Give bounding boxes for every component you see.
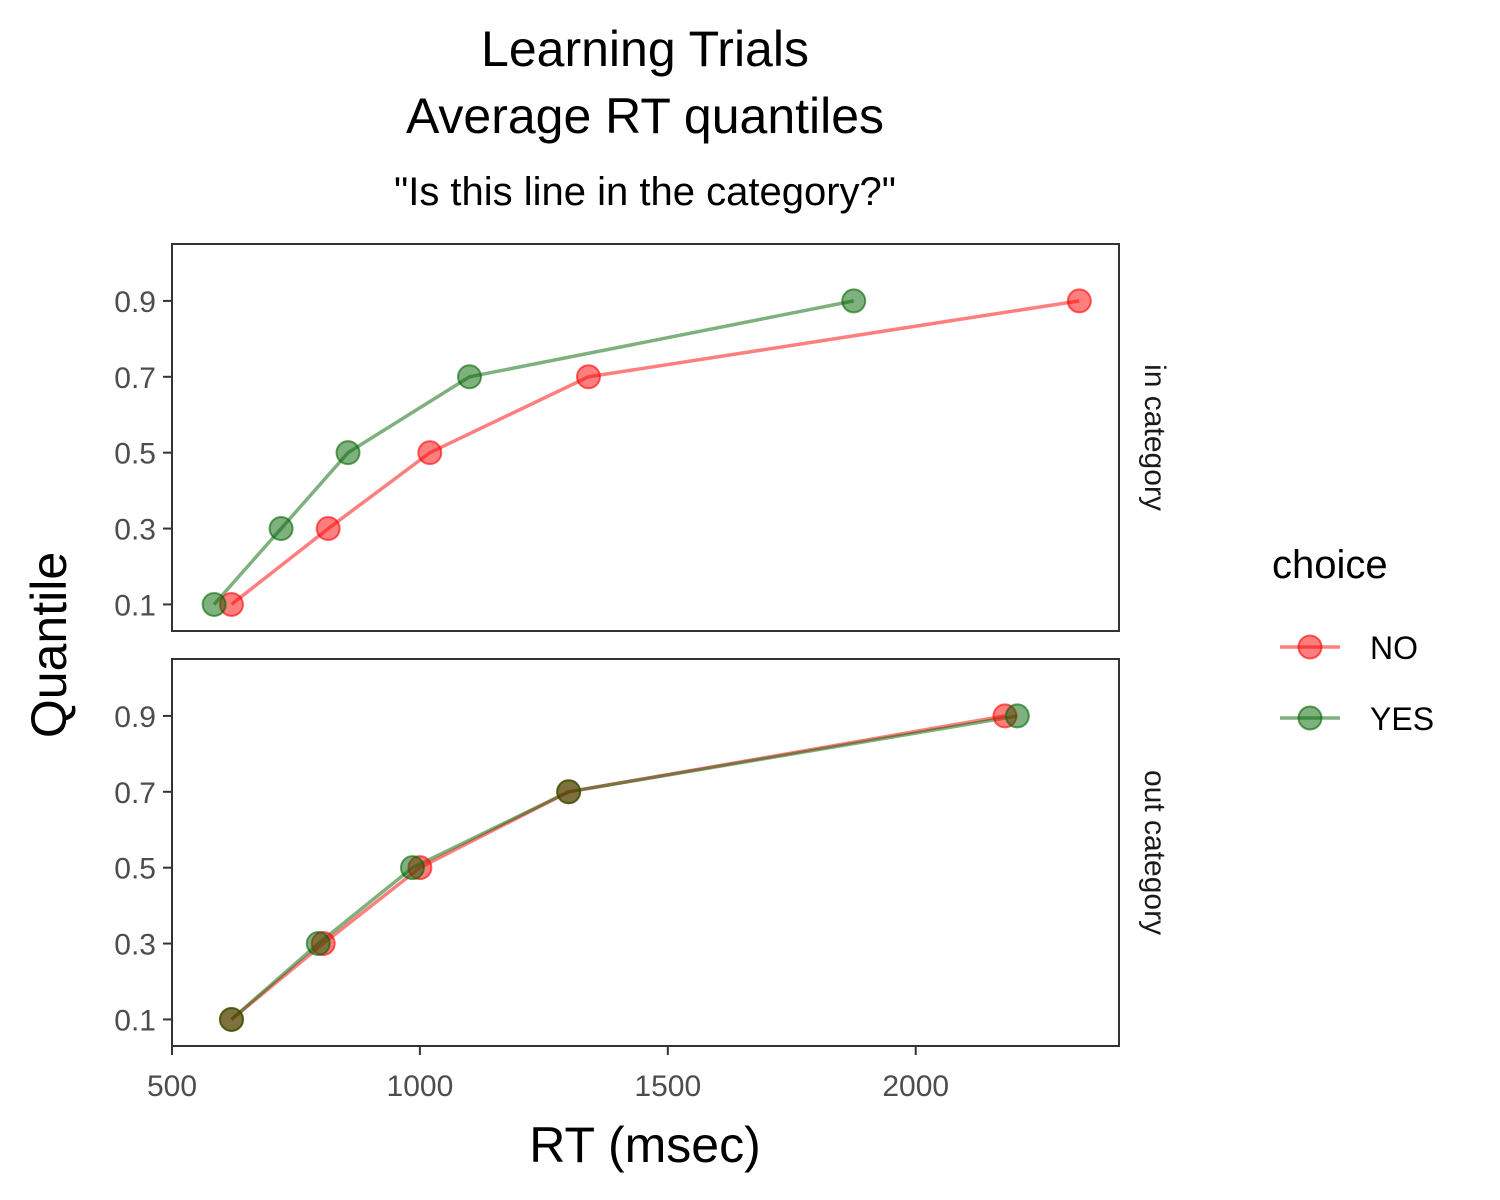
strip-label-out-category: out category	[1138, 770, 1171, 935]
x-tick-label: 500	[147, 1070, 197, 1103]
x-axis: 500 1000 1500 2000	[147, 1046, 949, 1103]
data-point-yes	[399, 855, 425, 881]
data-point-yes	[556, 779, 582, 805]
data-point-yes	[305, 931, 331, 957]
y-tick-label: 0.1	[114, 1004, 156, 1037]
data-point-yes	[218, 1006, 244, 1032]
data-point-yes	[335, 440, 361, 466]
chart-subtitle: "Is this line in the category?"	[394, 170, 896, 214]
y-tick-label: 0.3	[114, 929, 156, 962]
y-tick-label: 0.7	[114, 777, 156, 810]
y-tick-label: 0.1	[114, 589, 156, 622]
y-tick-label: 0.9	[114, 286, 156, 319]
data-point-yes	[841, 288, 867, 314]
data-point-no	[417, 440, 443, 466]
data-point-yes	[1004, 703, 1030, 729]
y-axis-title: Quantile	[21, 552, 77, 738]
legend-item-no: NO	[1280, 630, 1418, 666]
legend-point	[1297, 634, 1323, 660]
y-tick-label: 0.9	[114, 701, 156, 734]
x-tick-label: 1500	[634, 1070, 701, 1103]
data-point-no	[575, 364, 601, 390]
data-point-yes	[456, 364, 482, 390]
legend: choice NO YES	[1272, 543, 1434, 737]
series-line-yes-out-category	[230, 714, 1018, 1021]
y-tick-label: 0.7	[114, 362, 156, 395]
x-tick-label: 1000	[387, 1070, 454, 1103]
panel-in-category: 0.1 0.3 0.5 0.7 0.9 in category	[114, 243, 1171, 632]
plot-panels: 0.10.30.50.70.9in category0.10.30.50.70.…	[114, 243, 1171, 1047]
legend-title: choice	[1272, 543, 1388, 587]
panel-border	[171, 658, 1120, 1047]
legend-label: NO	[1370, 630, 1418, 666]
panel-out-category: 0.1 0.3 0.5 0.7 0.9 out category	[114, 658, 1171, 1047]
x-axis-title: RT (msec)	[529, 1117, 761, 1173]
y-tick-label: 0.3	[114, 514, 156, 547]
chart-title-line-1: Learning Trials	[481, 21, 809, 77]
x-tick-label: 2000	[882, 1070, 949, 1103]
chart-title-line-2: Average RT quantiles	[406, 88, 884, 144]
data-point-no	[315, 516, 341, 542]
series-line-no-out-category	[230, 714, 1006, 1021]
y-tick-label: 0.5	[114, 853, 156, 886]
legend-point	[1297, 705, 1323, 731]
series-line-yes-in-category	[212, 299, 855, 606]
legend-label: YES	[1370, 701, 1434, 737]
strip-label-in-category: in category	[1138, 364, 1171, 511]
data-point-yes	[268, 516, 294, 542]
data-point-no	[1066, 288, 1092, 314]
data-point-yes	[201, 591, 227, 617]
y-tick-label: 0.5	[114, 438, 156, 471]
legend-item-yes: YES	[1280, 701, 1434, 737]
panel-border	[171, 243, 1120, 632]
